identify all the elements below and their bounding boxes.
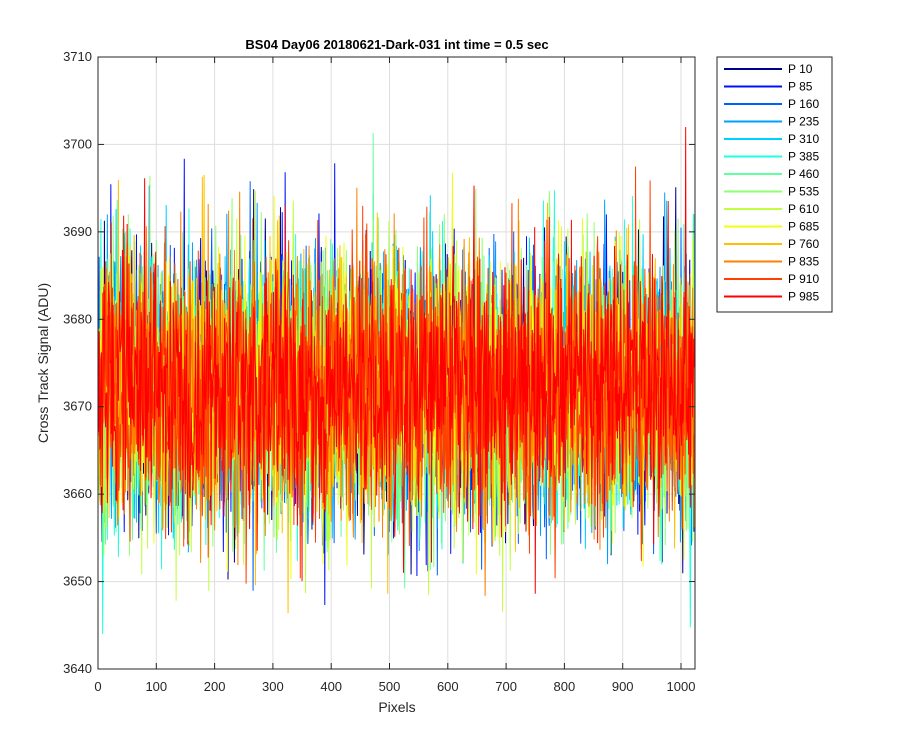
y-tick-label: 3670 (63, 399, 92, 414)
legend-label: P 160 (788, 97, 819, 111)
legend-label: P 685 (788, 220, 819, 234)
y-axis-title: Cross Track Signal (ADU) (35, 283, 51, 443)
legend-label: P 310 (788, 132, 819, 146)
legend-label: P 235 (788, 115, 819, 129)
chart-title: BS04 Day06 20180621-Dark-031 int time = … (245, 37, 548, 52)
y-tick-label: 3700 (63, 136, 92, 151)
legend-label: P 910 (788, 272, 819, 286)
x-tick-label: 700 (495, 679, 517, 694)
legend-label: P 85 (788, 80, 813, 94)
x-axis-title: Pixels (378, 699, 415, 715)
x-tick-label: 1000 (667, 679, 696, 694)
x-tick-label: 100 (145, 679, 167, 694)
legend-label: P 385 (788, 150, 819, 164)
plot-area (98, 126, 695, 635)
y-tick-label: 3660 (63, 486, 92, 501)
legend-label: P 460 (788, 167, 819, 181)
ticks: 0 100 200 300 400 500 600 700 800 900 1000 3640 3650… (63, 49, 695, 694)
x-tick-label: 900 (612, 679, 634, 694)
x-tick-label: 200 (204, 679, 226, 694)
legend-items: P 10 P 85 P 160 P 235 P 310 P 385 P 460 P 535 P … (724, 62, 819, 304)
y-tick-label: 3650 (63, 574, 92, 589)
series-line-p985 (98, 126, 695, 594)
y-tick-label: 3680 (63, 311, 92, 326)
legend-label: P 610 (788, 202, 819, 216)
legend-label: P 760 (788, 237, 819, 251)
legend-label: P 535 (788, 185, 819, 199)
x-tick-label: 400 (320, 679, 342, 694)
legend-label: P 835 (788, 255, 819, 269)
x-tick-label: 300 (262, 679, 284, 694)
x-tick-label: 800 (554, 679, 576, 694)
legend-label: P 10 (788, 62, 813, 76)
legend-box (716, 56, 833, 313)
legend-label: P 985 (788, 290, 819, 304)
y-tick-label: 3710 (63, 49, 92, 64)
x-tick-label: 0 (94, 679, 101, 694)
x-tick-label: 500 (379, 679, 401, 694)
legend: P 10 P 85 P 160 P 235 P 310 P 385 P 460 P 535 P … (716, 56, 833, 313)
y-tick-label: 3690 (63, 224, 92, 239)
axes-box (97, 56, 696, 670)
x-tick-label: 600 (437, 679, 459, 694)
y-tick-label: 3640 (63, 661, 92, 676)
